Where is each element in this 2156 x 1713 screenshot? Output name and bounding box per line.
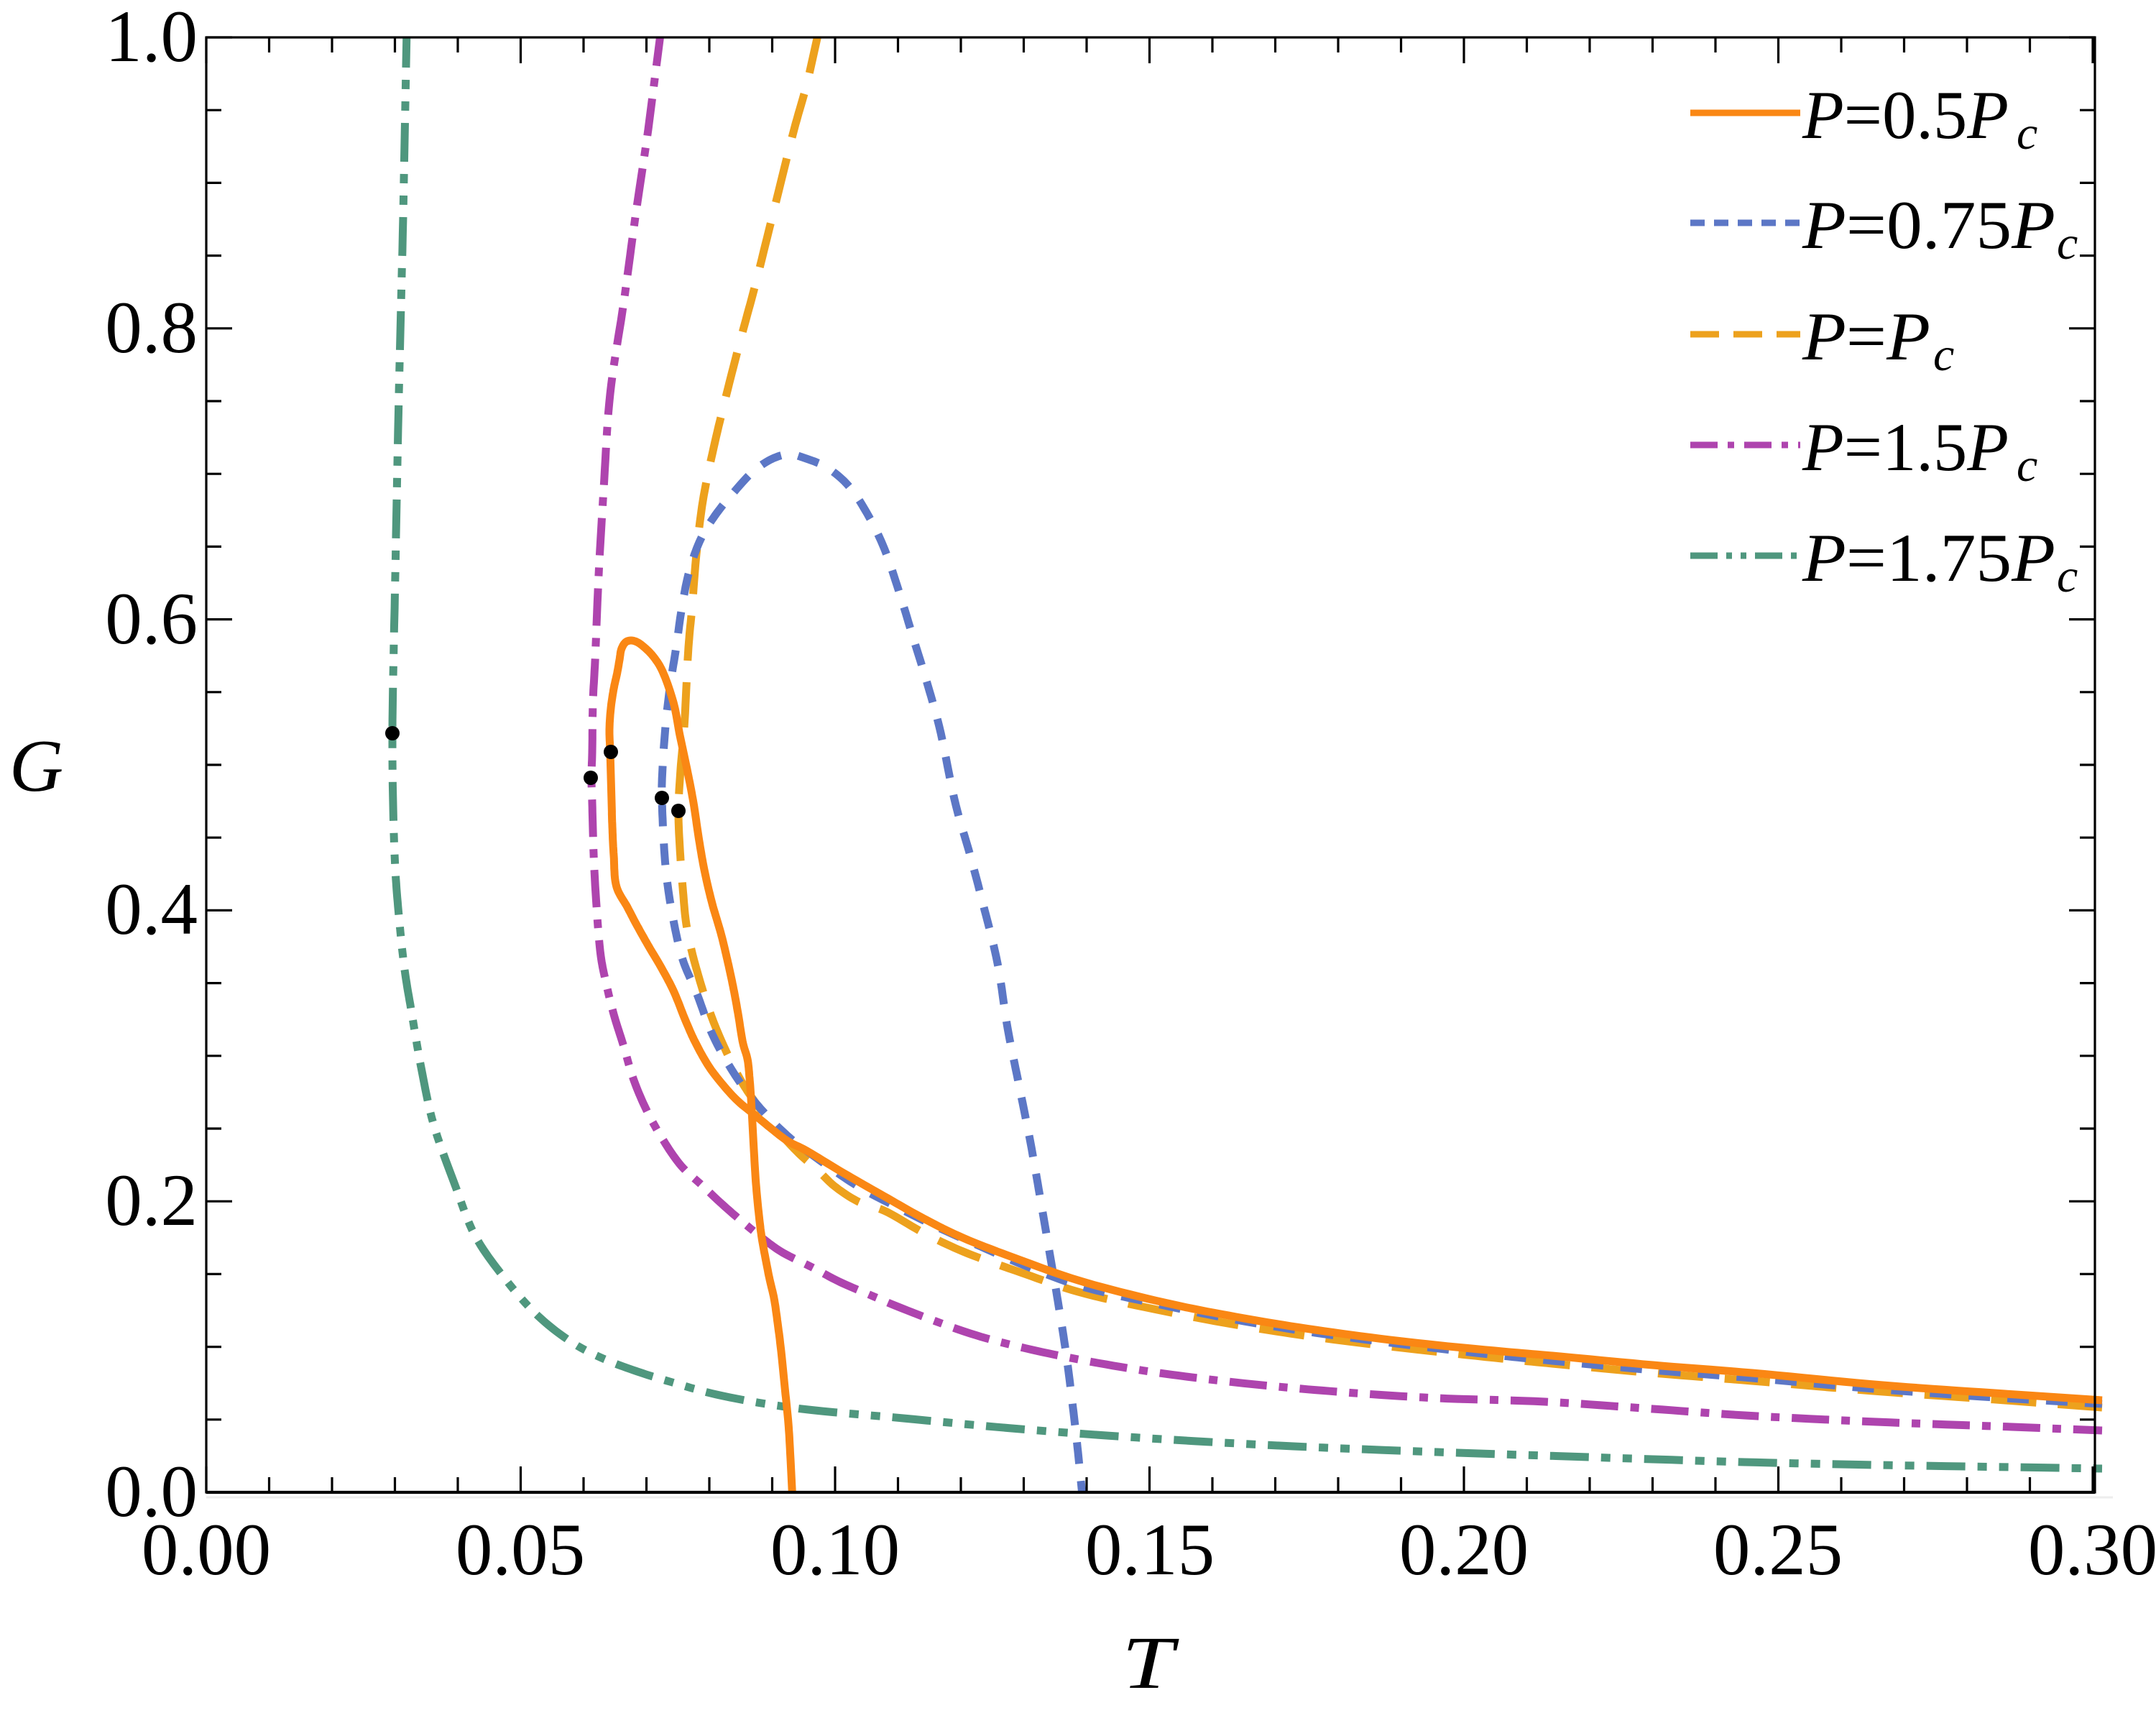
svg-text:c: c — [1933, 329, 1954, 381]
svg-text:0.15: 0.15 — [1085, 1509, 1215, 1591]
svg-text:P=0.75P: P=0.75P — [1802, 187, 2055, 263]
svg-text:0.10: 0.10 — [770, 1509, 900, 1591]
svg-text:0.30: 0.30 — [2028, 1509, 2156, 1591]
svg-text:P=0.5P: P=0.5P — [1802, 77, 2009, 153]
svg-text:0.00: 0.00 — [142, 1509, 271, 1591]
svg-text:0.25: 0.25 — [1713, 1509, 1843, 1591]
svg-text:0.4: 0.4 — [105, 868, 198, 950]
svg-text:c: c — [2017, 439, 2037, 492]
svg-text:T: T — [1122, 1622, 1179, 1704]
svg-text:c: c — [2017, 107, 2037, 160]
svg-text:P=1.75P: P=1.75P — [1802, 520, 2055, 596]
svg-text:G: G — [9, 725, 63, 807]
svg-text:P=1.5P: P=1.5P — [1802, 409, 2009, 485]
svg-text:0.05: 0.05 — [456, 1509, 585, 1591]
svg-text:0.2: 0.2 — [105, 1159, 198, 1241]
svg-text:c: c — [2057, 217, 2078, 270]
svg-text:c: c — [2057, 550, 2078, 602]
svg-text:0.8: 0.8 — [105, 287, 198, 369]
svg-text:P=P: P=P — [1802, 298, 1930, 375]
svg-text:0.6: 0.6 — [105, 578, 198, 660]
svg-text:1.0: 1.0 — [105, 0, 198, 78]
svg-text:0.0: 0.0 — [105, 1451, 198, 1533]
svg-text:0.20: 0.20 — [1399, 1509, 1529, 1591]
